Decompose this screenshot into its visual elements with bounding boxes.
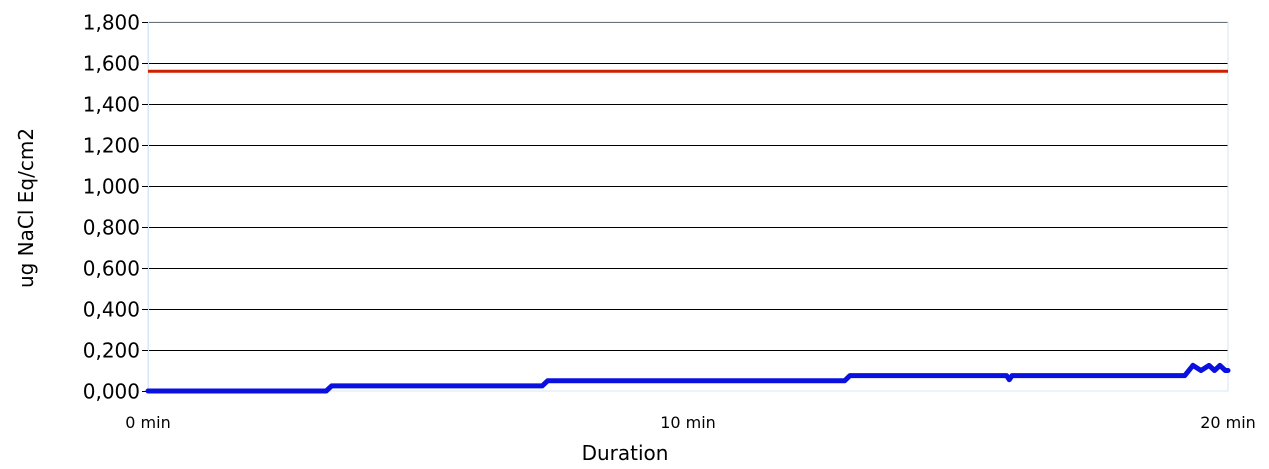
y-tick-label-4: 0,800 — [83, 216, 140, 240]
series-line-0 — [145, 362, 1231, 394]
y-tick-label-9: 1,800 — [83, 11, 140, 35]
y-axis-ticks: 0,000 0,200 0,400 0,600 0,800 1,000 1,200 1,400… — [83, 11, 148, 404]
series-lines — [145, 362, 1231, 394]
x-tick-label-2: 20 min — [1200, 413, 1256, 432]
y-tick-label-2: 0,400 — [83, 298, 140, 322]
y-axis-label: ug NaCl Eq/cm2 — [14, 128, 38, 288]
x-tick-label-0: 0 min — [125, 413, 170, 432]
plot-area-frame — [147, 21, 1229, 392]
y-tick-label-6: 1,200 — [83, 134, 140, 158]
y-tick-label-1: 0,200 — [83, 339, 140, 363]
y-tick-label-3: 0,600 — [83, 257, 140, 281]
y-tick-label-8: 1,600 — [83, 52, 140, 76]
y-tick-label-5: 1,000 — [83, 175, 140, 199]
y-tick-label-0: 0,000 — [83, 380, 140, 404]
x-tick-label-1: 10 min — [660, 413, 716, 432]
x-axis-ticks: 0 min 10 min 20 min — [125, 413, 1256, 432]
axes — [147, 21, 1229, 392]
y-tick-label-7: 1,400 — [83, 93, 140, 117]
x-axis-label: Duration — [582, 441, 669, 465]
